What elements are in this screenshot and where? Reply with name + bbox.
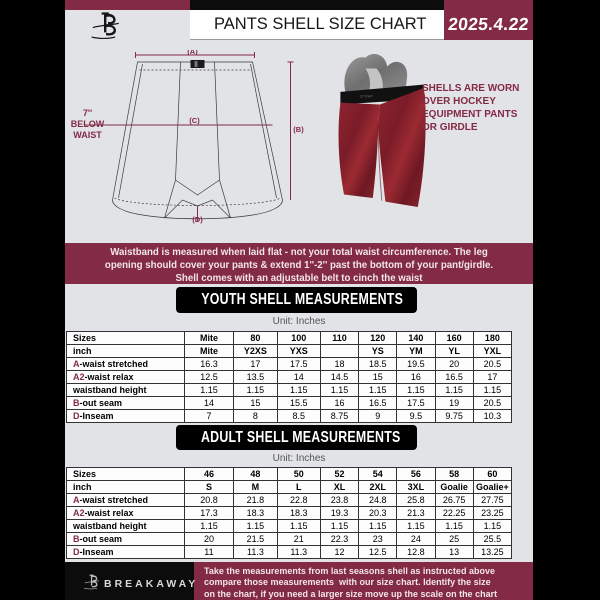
svg-text:(C): (C): [189, 116, 200, 125]
svg-text:(A): (A): [187, 50, 198, 56]
svg-text:(D): (D): [192, 215, 203, 224]
svg-text:(B): (B): [293, 125, 304, 134]
svg-text:STRAP: STRAP: [360, 94, 373, 98]
